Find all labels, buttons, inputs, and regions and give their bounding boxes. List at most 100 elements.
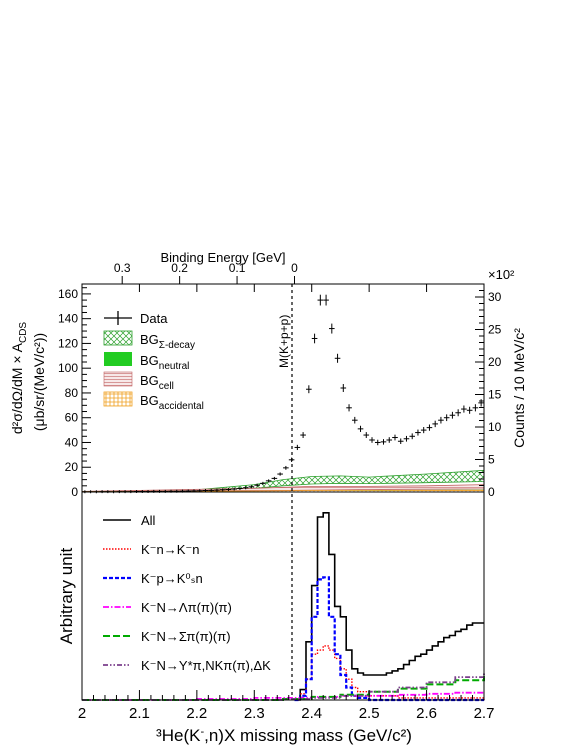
legend-bg-sigma-label: BG [140,332,159,347]
top-panel: Binding Energy [GeV] 0.3 0.2 0.1 0 M(K+p+p)… [9,250,527,700]
threshold-label: M(K+p+p) [277,315,291,368]
legend-label: K⁻N→Λπ(π)(π) [141,600,232,615]
top-right-tick-label: 15 [488,388,502,402]
bottom-legend: All K⁻n→K⁻n K⁻p→K⁰ₛn K⁻N→Λπ(π)(π) K⁻N→Σπ(π)(… [103,513,271,673]
bottom-y-label: Arbitrary unit [57,548,76,645]
right-axis-label: Counts / 10 MeV/c² [511,328,527,448]
legend-bg-cell-sub: cell [159,381,174,392]
data-point [265,479,272,483]
top-right-tick-label: 20 [488,355,502,369]
top-left-tick-label: 120 [58,336,78,350]
data-point [409,433,416,440]
legend-bg-sigma-sub: Σ-decay [159,340,195,351]
bottom-panel: 2 2.1 2.2 2.3 2.4 2.5 2.6 2.7 Arbitrary unit ³H… [57,284,494,745]
data-point [374,439,381,446]
legend-data-label: Data [140,311,168,326]
top-axis-tick-label: 0.3 [114,261,131,275]
legend-bg-neutral: BGneutral [104,352,189,372]
legend-label: All [141,513,156,528]
legend-label: K⁻n→K⁻n [141,542,200,557]
xlabel-post: ,n)X missing mass (GeV/c²) [204,726,412,745]
data-point [415,429,421,436]
data-point [426,424,433,431]
x-tick-label: 2.3 [244,705,265,722]
legend-label: K⁻N→Σπ(π)(π) [141,629,231,644]
data-point [386,437,393,443]
data-point [380,439,387,445]
left-axis-label: d²σ/dΩ/dM × ACDS (μb/sr/(MeV/c²)) [9,322,47,435]
data-point [317,294,324,306]
data-point [334,353,341,363]
legend-curve-lambda-pi: K⁻N→Λπ(π)(π) [103,600,232,615]
right-multiplier: ×10² [488,267,515,282]
svg-text:BGneutral: BGneutral [140,353,189,372]
legend-bg-neutral-label: BG [140,353,159,368]
data-point [420,427,427,434]
top-left-y-ticks: 0 20 40 60 80 100 120 140 160 [58,287,91,499]
curve-all [294,511,484,701]
data-point [472,404,479,412]
legend-curve-kp-k0n: K⁻p→K⁰ₛn [103,571,203,586]
data-point [449,411,456,419]
legend-bg-cell: BGcell [103,371,174,392]
top-axis-tick-label: 0.1 [229,261,246,275]
data-point [340,384,347,392]
legend-curve-sigma-pi: K⁻N→Σπ(π)(π) [103,629,231,644]
x-tick-label: 2.2 [186,705,207,722]
data-point [254,483,260,487]
data-point [208,488,215,492]
top-left-tick-label: 20 [65,460,79,474]
legend-label: K⁻p→K⁰ₛn [141,571,203,586]
data-point [271,476,278,480]
ylabel-line2: (μb/sr/(MeV/c²)) [31,333,47,431]
data-point [225,488,232,492]
svg-text:BGcell: BGcell [140,373,174,392]
x-axis-label: ³He(K-,n)X missing mass (GeV/c²) [156,726,412,745]
x-tick-label: 2 [78,705,86,722]
top-right-tick-label: 30 [488,290,502,304]
data-point [346,404,352,412]
data-point [231,487,237,491]
data-point [392,434,398,441]
legend-bg-accidental-label: BG [140,393,159,408]
legend-bg-neutral-sub: neutral [159,361,190,372]
svg-text:BGΣ-decay: BGΣ-decay [140,332,195,351]
data-point [363,432,370,438]
x-tick-label: 2.4 [301,705,322,722]
top-right-tick-label: 5 [488,453,495,467]
data-point [351,416,358,424]
legend-curve-ystar-pi: K⁻N→Y*π,NKπ(π),ΔK [103,658,271,673]
top-axis-tick-label: 0 [291,261,298,275]
data-point [397,438,404,445]
top-left-tick-label: 140 [58,312,78,326]
top-left-tick-label: 80 [65,386,79,400]
ylabel-line1: d²σ/dΩ/dM × A [9,342,25,434]
data-point [455,409,461,417]
data-point [277,472,283,476]
x-tick-label: 2.1 [129,705,150,722]
data-point [357,425,364,432]
x-tick-label: 2.6 [416,705,437,722]
legend-curve-all: All [103,513,156,528]
data-point [466,406,473,414]
data-point [260,481,266,485]
top-axis-tick-label: 0.2 [171,261,188,275]
top-left-tick-label: 40 [65,435,79,449]
data-point [248,485,255,489]
data-point [242,486,249,490]
legend-label: K⁻N→Y*π,NKπ(π),ΔK [141,658,271,673]
data-point [311,333,318,344]
xlabel-sup: - [200,726,204,738]
data-point [461,405,467,413]
bottom-frame [81,491,485,701]
top-legend: Data BGΣ-decay BGneutral BGcell BGaccide… [103,311,204,412]
top-left-tick-label: 100 [58,361,78,375]
legend-bg-cell-label: BG [140,373,159,388]
top-right-tick-label: 0 [488,485,495,499]
legend-bg-sigma: BGΣ-decay [103,330,195,351]
top-left-tick-label: 160 [58,287,78,301]
xlabel-pre: ³He(K [156,726,201,745]
top-right-tick-label: 10 [488,420,502,434]
data-point [294,444,301,451]
